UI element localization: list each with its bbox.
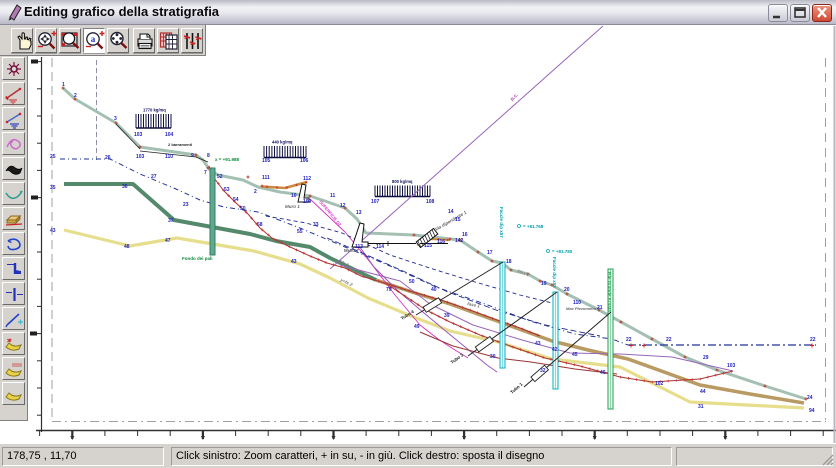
svg-text:Afs 1: Afs 1: [337, 258, 350, 268]
svg-text:43: 43: [50, 228, 56, 234]
svg-text:29: 29: [703, 355, 709, 361]
svg-text:58: 58: [257, 222, 263, 228]
svg-text:106: 106: [300, 158, 309, 164]
svg-text:Faccle dip x53: Faccle dip x53: [552, 257, 557, 288]
svg-text:53: 53: [224, 187, 230, 193]
svg-text:32: 32: [540, 368, 546, 374]
svg-text:104: 104: [165, 132, 174, 138]
svg-text:Fondo dei pali: Fondo dei pali: [182, 256, 213, 261]
svg-text:x = +91.988: x = +91.988: [215, 157, 240, 162]
svg-text:22: 22: [666, 337, 672, 343]
svg-text:103: 103: [134, 132, 143, 138]
svg-text:49: 49: [414, 324, 420, 330]
svg-text:= +81.780: = +81.780: [552, 249, 573, 254]
svg-text:27: 27: [151, 174, 157, 180]
svg-text:31: 31: [698, 404, 704, 410]
svg-text:111: 111: [262, 175, 270, 181]
svg-text:105: 105: [262, 158, 271, 164]
svg-text:47: 47: [165, 238, 171, 244]
svg-text:440 kg/mq: 440 kg/mq: [272, 140, 293, 145]
svg-text:10: 10: [291, 193, 297, 199]
svg-text:109: 109: [303, 199, 312, 205]
svg-text:103: 103: [727, 363, 736, 369]
svg-text:46: 46: [600, 370, 606, 376]
svg-text:52: 52: [217, 174, 223, 180]
svg-text:a: a: [90, 34, 95, 44]
svg-text:110: 110: [165, 154, 173, 160]
svg-text:45: 45: [572, 352, 578, 358]
svg-text:110: 110: [573, 300, 581, 306]
svg-text:9: 9: [191, 153, 194, 159]
svg-text:22: 22: [810, 337, 816, 343]
svg-text:15: 15: [455, 217, 461, 223]
svg-text:Tubo 1: Tubo 1: [509, 381, 524, 395]
svg-text:fase 1: fase 1: [467, 301, 481, 309]
svg-text:Max 1: Max 1: [517, 268, 531, 278]
svg-text:Tubo 3: Tubo 3: [450, 352, 465, 365]
svg-text:16: 16: [462, 232, 468, 238]
svg-text:43: 43: [535, 341, 541, 347]
svg-text:22: 22: [626, 337, 632, 343]
svg-text:103: 103: [136, 154, 145, 160]
svg-text:P.le Grande Arnata: P.le Grande Arnata: [607, 272, 612, 312]
svg-text:142: 142: [455, 238, 464, 244]
svg-text:94: 94: [809, 408, 815, 414]
svg-text:42: 42: [552, 347, 558, 353]
svg-text:Muro 7: Muro 7: [344, 248, 359, 253]
svg-text:1770 kg/mq: 1770 kg/mq: [143, 108, 166, 113]
svg-text:116: 116: [437, 239, 445, 245]
svg-text:Faccle dip x57: Faccle dip x57: [499, 207, 504, 238]
svg-text:25: 25: [50, 154, 56, 160]
svg-text:48: 48: [124, 244, 130, 250]
svg-text:Muro 1: Muro 1: [285, 204, 300, 209]
svg-text:36: 36: [122, 184, 128, 190]
svg-text:37: 37: [168, 218, 174, 224]
svg-text:44: 44: [700, 389, 706, 395]
svg-text:43: 43: [291, 259, 297, 265]
svg-text:79: 79: [386, 287, 392, 293]
svg-text:54: 54: [233, 197, 239, 203]
svg-text:12: 12: [340, 203, 346, 209]
svg-text:11: 11: [330, 193, 336, 199]
svg-text:115: 115: [424, 243, 432, 249]
svg-text:35: 35: [50, 185, 56, 191]
svg-text:y=fs 2: y=fs 2: [339, 277, 354, 288]
svg-text:13: 13: [356, 210, 362, 216]
svg-text:20: 20: [564, 287, 570, 293]
svg-text:14: 14: [448, 209, 454, 215]
svg-text:102: 102: [655, 381, 664, 387]
svg-text:21: 21: [597, 305, 603, 311]
svg-text:50: 50: [240, 206, 246, 212]
svg-text:39: 39: [444, 313, 450, 319]
svg-text:800 kg/mq: 800 kg/mq: [392, 179, 413, 184]
svg-text:p.c.: p.c.: [509, 92, 520, 103]
svg-text:107: 107: [371, 199, 380, 205]
svg-text:8: 8: [207, 153, 210, 159]
svg-text:26: 26: [105, 155, 111, 161]
svg-text:1: 1: [62, 82, 65, 88]
svg-text:24: 24: [807, 395, 813, 401]
svg-text:17: 17: [487, 250, 493, 256]
svg-text:= +81.768: = +81.768: [523, 224, 544, 229]
svg-text:30: 30: [490, 354, 496, 360]
svg-text:55: 55: [297, 229, 303, 235]
svg-text:2 barramenti: 2 barramenti: [168, 142, 192, 147]
svg-text:113: 113: [355, 244, 363, 250]
svg-text:18: 18: [506, 259, 512, 265]
svg-text:19: 19: [541, 281, 547, 287]
svg-text:114: 114: [376, 244, 384, 250]
svg-text:3: 3: [114, 116, 117, 122]
svg-text:7: 7: [204, 170, 207, 176]
svg-text:Max Piezometro 2: Max Piezometro 2: [566, 306, 601, 311]
svg-text:50: 50: [409, 279, 415, 285]
svg-text:23: 23: [183, 202, 189, 208]
svg-text:112: 112: [303, 176, 311, 182]
svg-text:2: 2: [254, 189, 257, 195]
svg-text:33: 33: [313, 222, 319, 228]
svg-text:108: 108: [426, 199, 435, 205]
svg-text:40: 40: [431, 287, 437, 293]
svg-text:2: 2: [74, 93, 77, 99]
